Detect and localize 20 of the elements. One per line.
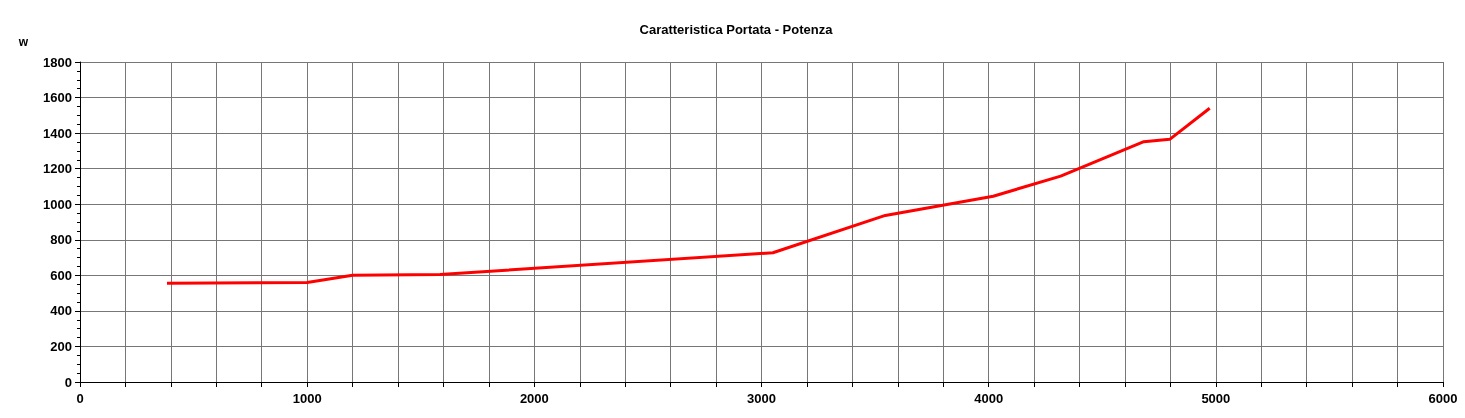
y-tick-label: 800 — [50, 232, 72, 248]
x-tick-label: 2000 — [519, 391, 549, 406]
chart-title: Caratteristica Portata - Potenza — [639, 22, 834, 37]
y-tick-label: 0 — [64, 374, 72, 390]
y-axis-title: w — [17, 35, 29, 49]
x-tick-label: 0 — [76, 391, 84, 406]
y-tick-label: 600 — [50, 267, 72, 283]
y-tick-label: 200 — [50, 338, 72, 354]
y-tick-label: 1000 — [43, 196, 72, 212]
y-tick-label: 1200 — [43, 161, 72, 177]
x-tick-label: 4000 — [974, 391, 1004, 406]
line-series — [165, 106, 1212, 285]
x-tick-label: 1000 — [292, 391, 322, 406]
y-tick-label: 400 — [50, 303, 72, 319]
y-tick-label: 1600 — [43, 90, 72, 106]
y-tick-label: 1800 — [43, 54, 72, 70]
x-tick-label: 3000 — [747, 391, 776, 406]
x-tick-label: 5000 — [1201, 391, 1231, 406]
y-tick-label: 1400 — [43, 125, 72, 141]
x-tick-label: 6000 — [1428, 391, 1458, 406]
